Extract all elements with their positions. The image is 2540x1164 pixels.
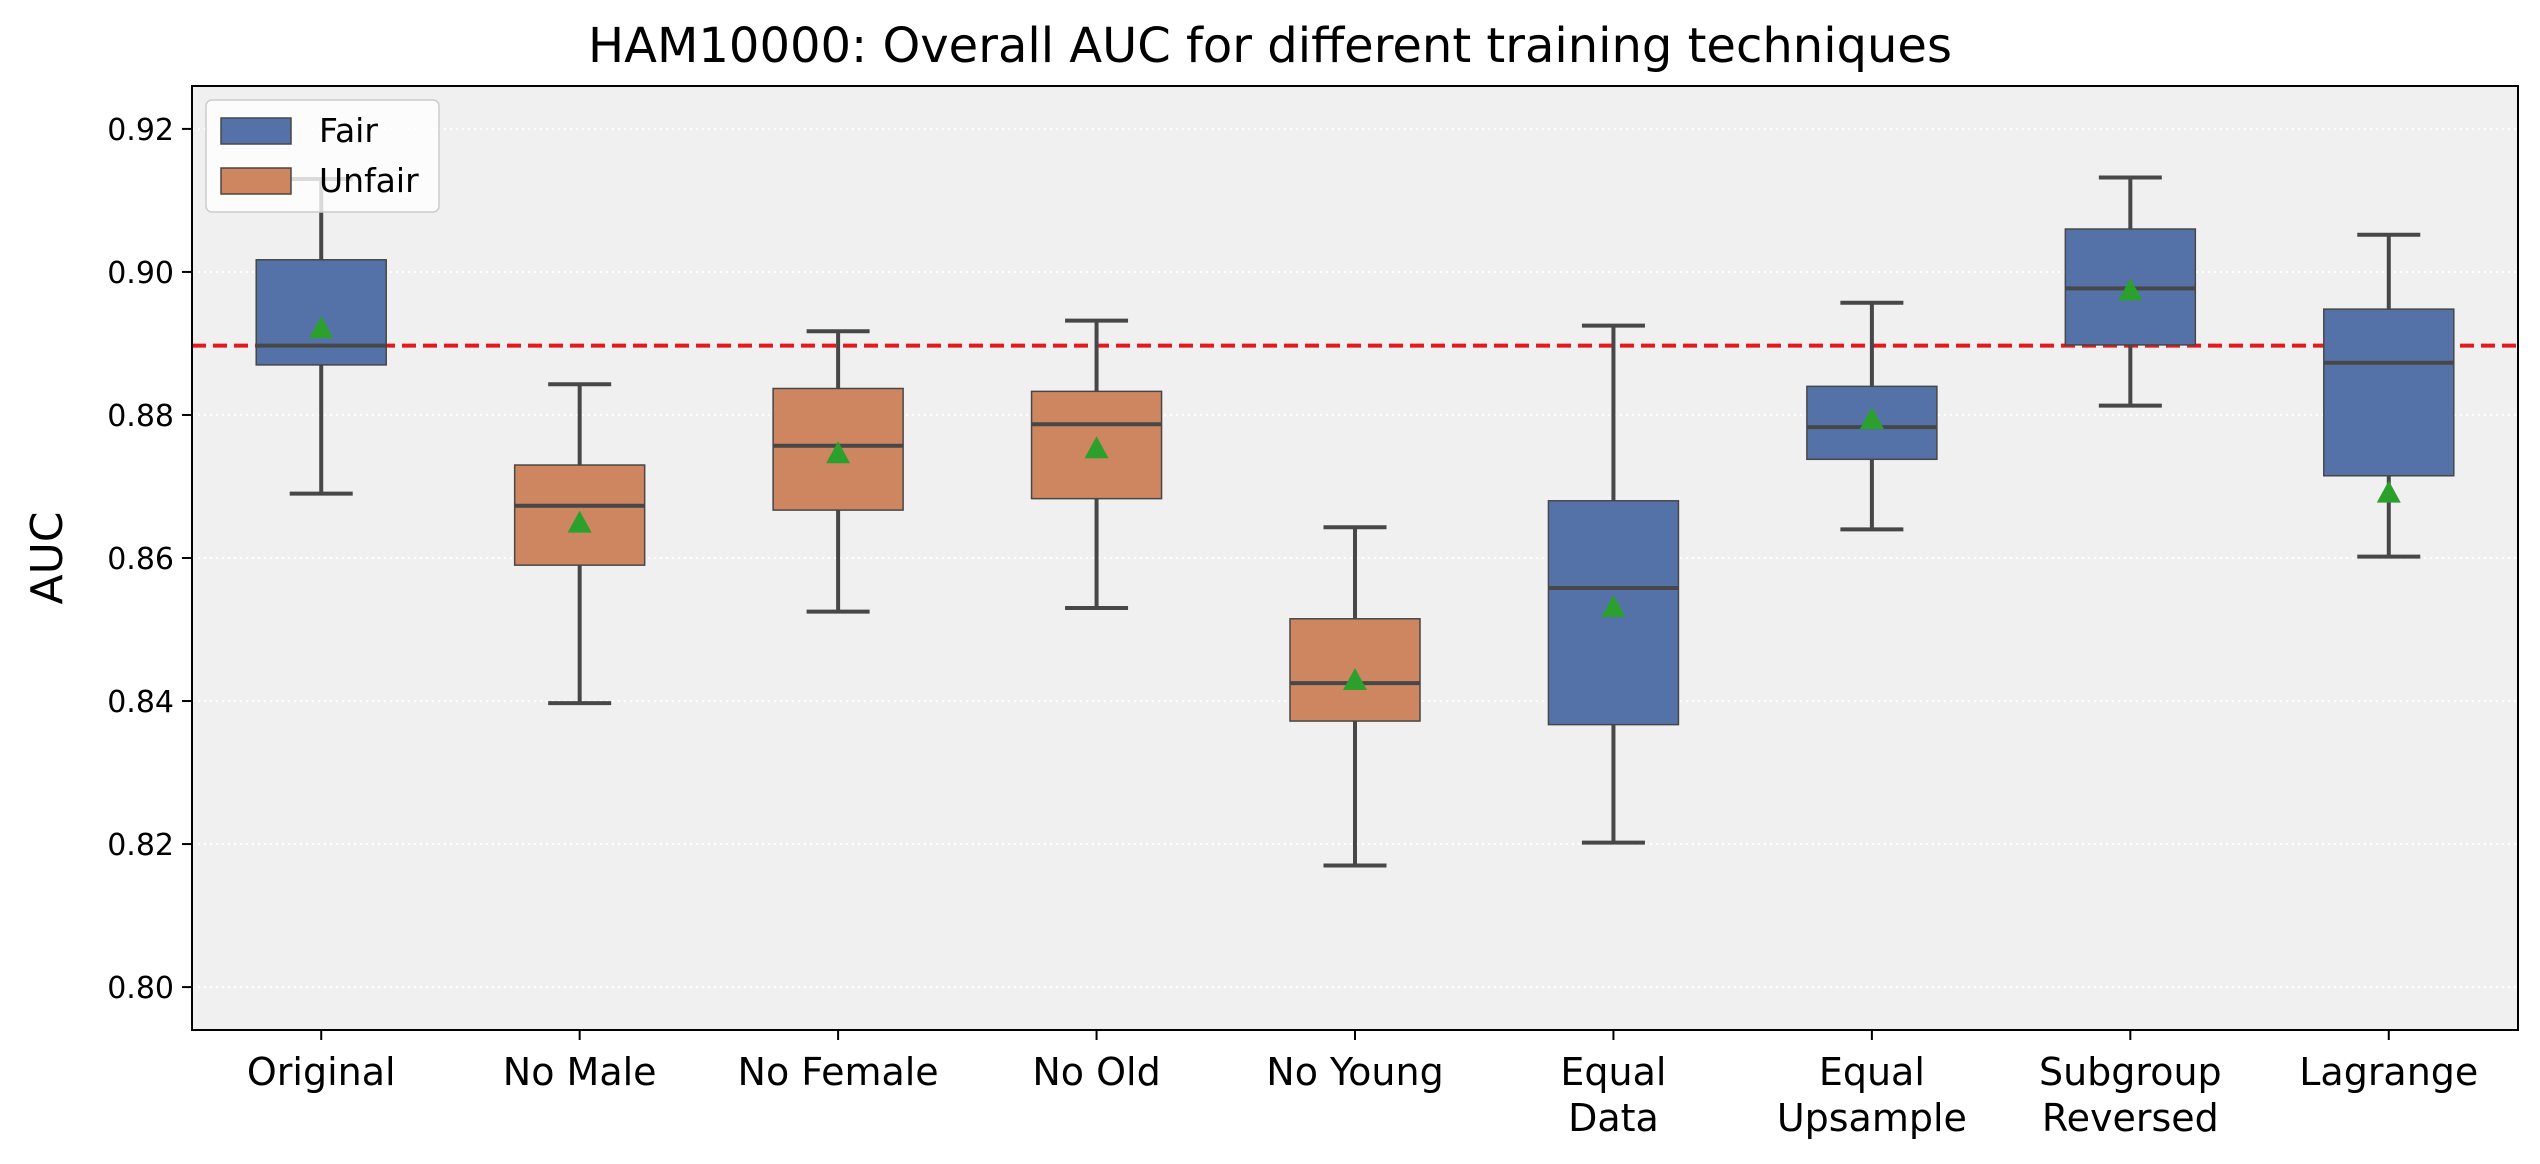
boxes-layer	[255, 175, 2455, 868]
box-equal-upsample	[1806, 300, 1938, 532]
y-tick-label: 0.86	[107, 542, 174, 577]
x-tick-label: No Male	[503, 1050, 657, 1094]
x-tick-label: Lagrange	[2299, 1050, 2478, 1094]
x-tick-label: No Old	[1032, 1050, 1160, 1094]
x-tick-label: Upsample	[1777, 1096, 1967, 1140]
legend-swatch-fair	[220, 117, 292, 145]
mean-marker	[2376, 480, 2401, 503]
x-tick-label: Equal	[1560, 1050, 1666, 1094]
iqr-box	[513, 464, 646, 566]
x-tick-label: No Young	[1266, 1050, 1443, 1094]
x-tick-label: Original	[247, 1050, 396, 1094]
y-tick-label: 0.80	[107, 971, 174, 1006]
box-original	[255, 176, 387, 496]
chart-title: HAM10000: Overall AUC for different trai…	[588, 18, 1952, 74]
x-tick-label: Reversed	[2042, 1096, 2219, 1140]
mean-marker	[1859, 406, 1884, 429]
legend-entries: Fair Unfair	[220, 111, 419, 200]
legend-swatch-unfair	[220, 167, 292, 195]
x-tick-label: No Female	[738, 1050, 939, 1094]
mean-marker	[309, 316, 334, 339]
mean-marker	[1343, 668, 1367, 691]
x-tick-label: Data	[1568, 1096, 1659, 1140]
mean-marker	[1084, 436, 1109, 459]
mean-marker	[567, 510, 592, 533]
box-no male	[513, 382, 646, 706]
mean-marker	[1601, 595, 1626, 618]
legend-label-unfair: Unfair	[319, 161, 419, 200]
mean-marker	[2118, 278, 2143, 301]
box-no old	[1030, 318, 1163, 611]
box-lagrange	[2323, 232, 2455, 559]
x-tick-label: Subgroup	[2039, 1050, 2222, 1094]
box-no young	[1289, 525, 1421, 868]
y-tick-label: 0.92	[107, 113, 174, 148]
box-subgroup-reversed	[2064, 175, 2197, 408]
y-tick-label: 0.90	[107, 256, 174, 291]
y-tick-label: 0.82	[107, 828, 174, 863]
y-axis-ticks: 0.80 0.82 0.84 0.86 0.88 0.90 0.92	[107, 113, 192, 1006]
y-tick-label: 0.88	[107, 399, 174, 434]
box-no female	[772, 329, 904, 614]
box-equal-data	[1547, 323, 1680, 845]
iqr-box	[255, 259, 387, 366]
x-axis-ticks: Original No Male No Female No Old No Young Eq…	[247, 1030, 2478, 1140]
legend-label-fair: Fair	[319, 111, 378, 150]
x-tick-label: Equal	[1819, 1050, 1925, 1094]
iqr-box	[2323, 308, 2455, 477]
y-tick-label: 0.84	[107, 685, 174, 720]
legend: Fair Unfair	[205, 99, 440, 213]
mean-marker	[826, 441, 851, 464]
y-axis-label: AUC	[22, 511, 73, 604]
